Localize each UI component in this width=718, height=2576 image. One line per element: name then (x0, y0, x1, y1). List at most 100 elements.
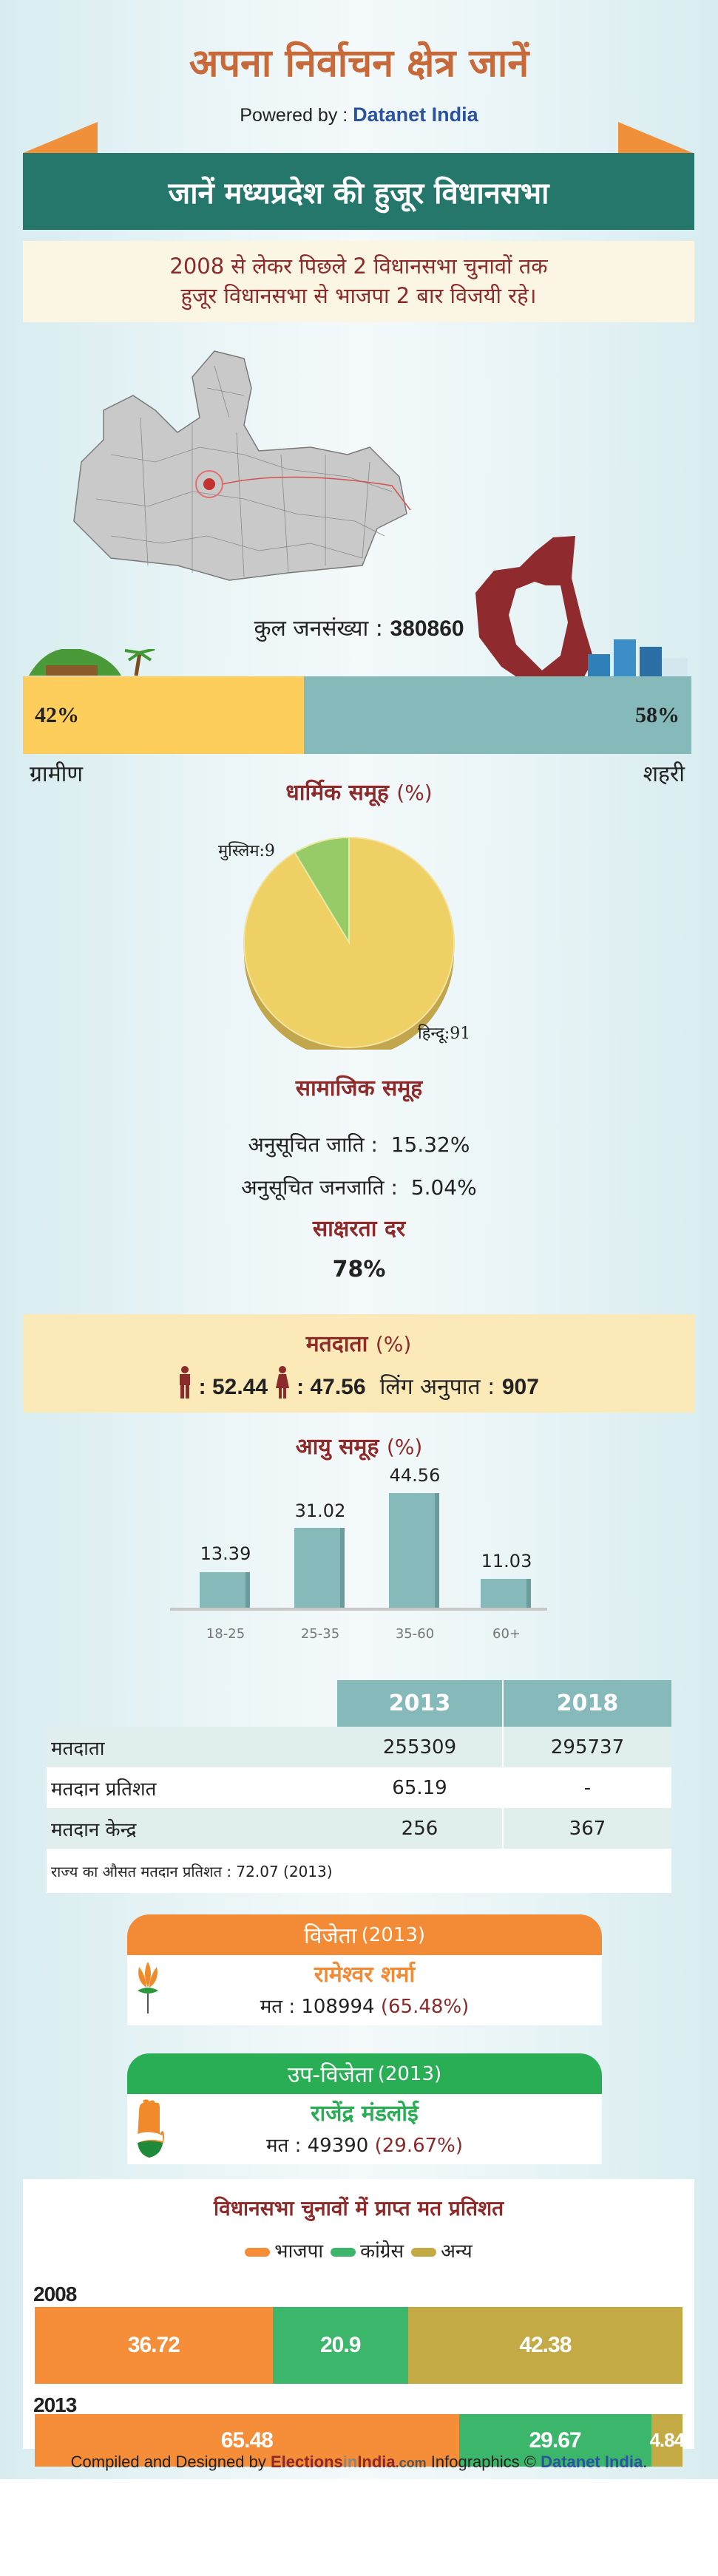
winner-heading: विजेता (2013) (127, 1914, 602, 1955)
st-row: अनुसूचित जनजाति : 5.04% (0, 1166, 718, 1209)
segment-congress: 29.67 (458, 2414, 651, 2467)
age-bar-60-plus (481, 1579, 531, 1608)
legend-congress: कांग्रेस (331, 2237, 404, 2263)
row-label: मतदान केन्द्र (51, 1818, 137, 1841)
age-bar-18-25 (200, 1572, 250, 1608)
age-title: आयु समूह (%) (0, 1430, 718, 1461)
vote-share-legend: भाजपा कांग्रेस अन्य (23, 2237, 694, 2263)
pie-svg (243, 836, 455, 1050)
segment-congress: 20.9 (272, 2307, 408, 2384)
male-percent: : 52.44 (198, 1375, 268, 1399)
row-label: मतदान प्रतिशत (51, 1778, 157, 1801)
literacy-value: 78% (332, 1257, 386, 1282)
voters-title-text: मतदाता (305, 1331, 368, 1357)
urban-segment: 58% (303, 676, 691, 754)
legend-swatch-bjp (245, 2247, 271, 2257)
age-bar-35-60 (389, 1493, 439, 1608)
header-spacer (47, 1680, 337, 1727)
cell: 255309 (337, 1727, 504, 1767)
state-map (73, 350, 411, 581)
summary-box: 2008 से लेकर पिछले 2 विधानसभा चुनावों तक… (23, 241, 694, 322)
winner-votes-label: मत : 108994 (260, 1996, 381, 2018)
legend-label: भाजपा (274, 2240, 324, 2263)
age-label: 60+ (492, 1626, 521, 1642)
powered-by-label: Powered by : (240, 105, 353, 126)
vote-share-bar-2013: 65.48 29.67 4.84 (35, 2414, 685, 2467)
rural-hut-icon (29, 649, 155, 676)
cell: 367 (569, 1817, 606, 1840)
religion-title: धार्मिक समूह (%) (0, 776, 718, 806)
election-stats-table: 2013 2018 मतदाता 255309 295737 मतदान प्र… (47, 1680, 671, 1893)
religion-title-text: धार्मिक समूह (285, 780, 389, 806)
eii-part: .com (395, 2456, 427, 2470)
rural-urban-bar: 42% 58% (23, 676, 691, 754)
eii-part: Elections (270, 2453, 343, 2471)
age-label: 35-60 (395, 1626, 435, 1642)
powered-by: Powered by : Datanet India (0, 103, 718, 126)
summary-line-2: हुजूर विधानसभा से भाजपा 2 बार विजयी रहे। (180, 283, 537, 308)
runner-up-votes: मत : 49390 (29.67%) (127, 2131, 602, 2158)
runner-up-year: (2013) (377, 2062, 442, 2085)
winner-heading-text: विजेता (303, 1923, 357, 1949)
congress-hand-icon (138, 2099, 164, 2158)
age-label: 25-35 (300, 1626, 340, 1642)
population-value: 380860 (390, 616, 464, 641)
age-bar-25-35 (294, 1528, 345, 1608)
voters-row: : 52.44 : 47.56 लिंग अनुपात : 907 (23, 1366, 694, 1401)
runner-up-votes-label: मत : 49390 (265, 2135, 375, 2157)
cell: 256 (337, 1808, 504, 1849)
winner-vote-percent: (65.48%) (380, 1996, 470, 2018)
segment-bjp: 65.48 (35, 2414, 459, 2467)
legend-label: कांग्रेस (360, 2240, 404, 2263)
muslim-label: मुस्लिम:9 (218, 842, 275, 860)
total-population: कुल जनसंख्या : 380860 (0, 612, 718, 642)
age-label: 18-25 (206, 1626, 245, 1642)
cell: - (583, 1776, 592, 1799)
page-title: अपना निर्वाचन क्षेत्र जानें (189, 41, 529, 86)
voters-box: मतदाता (%) : 52.44 : 47.56 लिंग अनुपात :… (23, 1314, 694, 1413)
age-value: 13.39 (200, 1543, 251, 1564)
voters-unit: (%) (375, 1332, 412, 1356)
col-2013: 2013 (337, 1680, 504, 1727)
legend-bjp: भाजपा (245, 2237, 323, 2263)
age-unit: (%) (386, 1435, 423, 1459)
age-value: 31.02 (294, 1501, 346, 1521)
voters-title: मतदाता (%) (23, 1328, 694, 1358)
year-label-2008: 2008 (33, 2283, 77, 2305)
sc-row: अनुसूचित जाति : 15.32% (0, 1124, 718, 1166)
table-row: मतदाता 255309 295737 (47, 1727, 671, 1767)
constituency-banner: जानें मध्यप्रदेश की हुजूर विधानसभा (23, 153, 694, 230)
sc-value: 15.32% (390, 1132, 470, 1157)
footer-middle: Infographics © (426, 2453, 541, 2471)
age-title-text: आयु समूह (295, 1434, 379, 1460)
literacy-title: साक्षरता दर (312, 1216, 406, 1242)
winner-year: (2013) (361, 1923, 426, 1946)
legend-others: अन्य (411, 2237, 473, 2263)
table-row: मतदान प्रतिशत 65.19 - (47, 1767, 671, 1808)
urban-label: शहरी (643, 761, 685, 787)
religion-pie-chart: मुस्लिम:9 हिन्दू:91 (0, 828, 718, 1050)
state-average-note: राज्य का औसत मतदान प्रतिशत : 72.07 (2013… (47, 1849, 671, 1893)
cell: 65.19 (337, 1767, 504, 1808)
table-header: 2013 2018 (47, 1680, 671, 1727)
electionsinindia-logo: ElectionsinIndia.com (271, 2453, 427, 2471)
rural-segment: 42% (23, 676, 304, 754)
legend-swatch-others (411, 2247, 437, 2257)
year-label-2013: 2013 (33, 2393, 77, 2416)
vote-share-bar-2008: 36.72 20.9 42.38 (35, 2307, 683, 2384)
age-axis (170, 1608, 547, 1611)
rural-percent: 42% (35, 702, 79, 727)
hindu-label: हिन्दू:91 (418, 1024, 471, 1043)
constituency-map (475, 536, 594, 693)
segment-others: 4.84 (649, 2414, 685, 2467)
population-label: कुल जनसंख्या : (254, 616, 390, 642)
age-bar-chart: 13.39 18-25 31.02 25-35 44.56 35-60 11.0… (170, 1465, 547, 1648)
runner-up-name: राजेंद्र मंडलोई (311, 2101, 419, 2127)
table-row: मतदान केन्द्र 256 367 (47, 1808, 671, 1849)
rural-label: ग्रामीण (30, 761, 84, 787)
row-label: मतदाता (51, 1737, 105, 1760)
footer-suffix: . (643, 2453, 648, 2471)
footer-prefix: Compiled and Designed by (70, 2453, 271, 2471)
legend-label: अन्य (441, 2240, 473, 2263)
social-title: सामाजिक समूह (295, 1075, 423, 1101)
